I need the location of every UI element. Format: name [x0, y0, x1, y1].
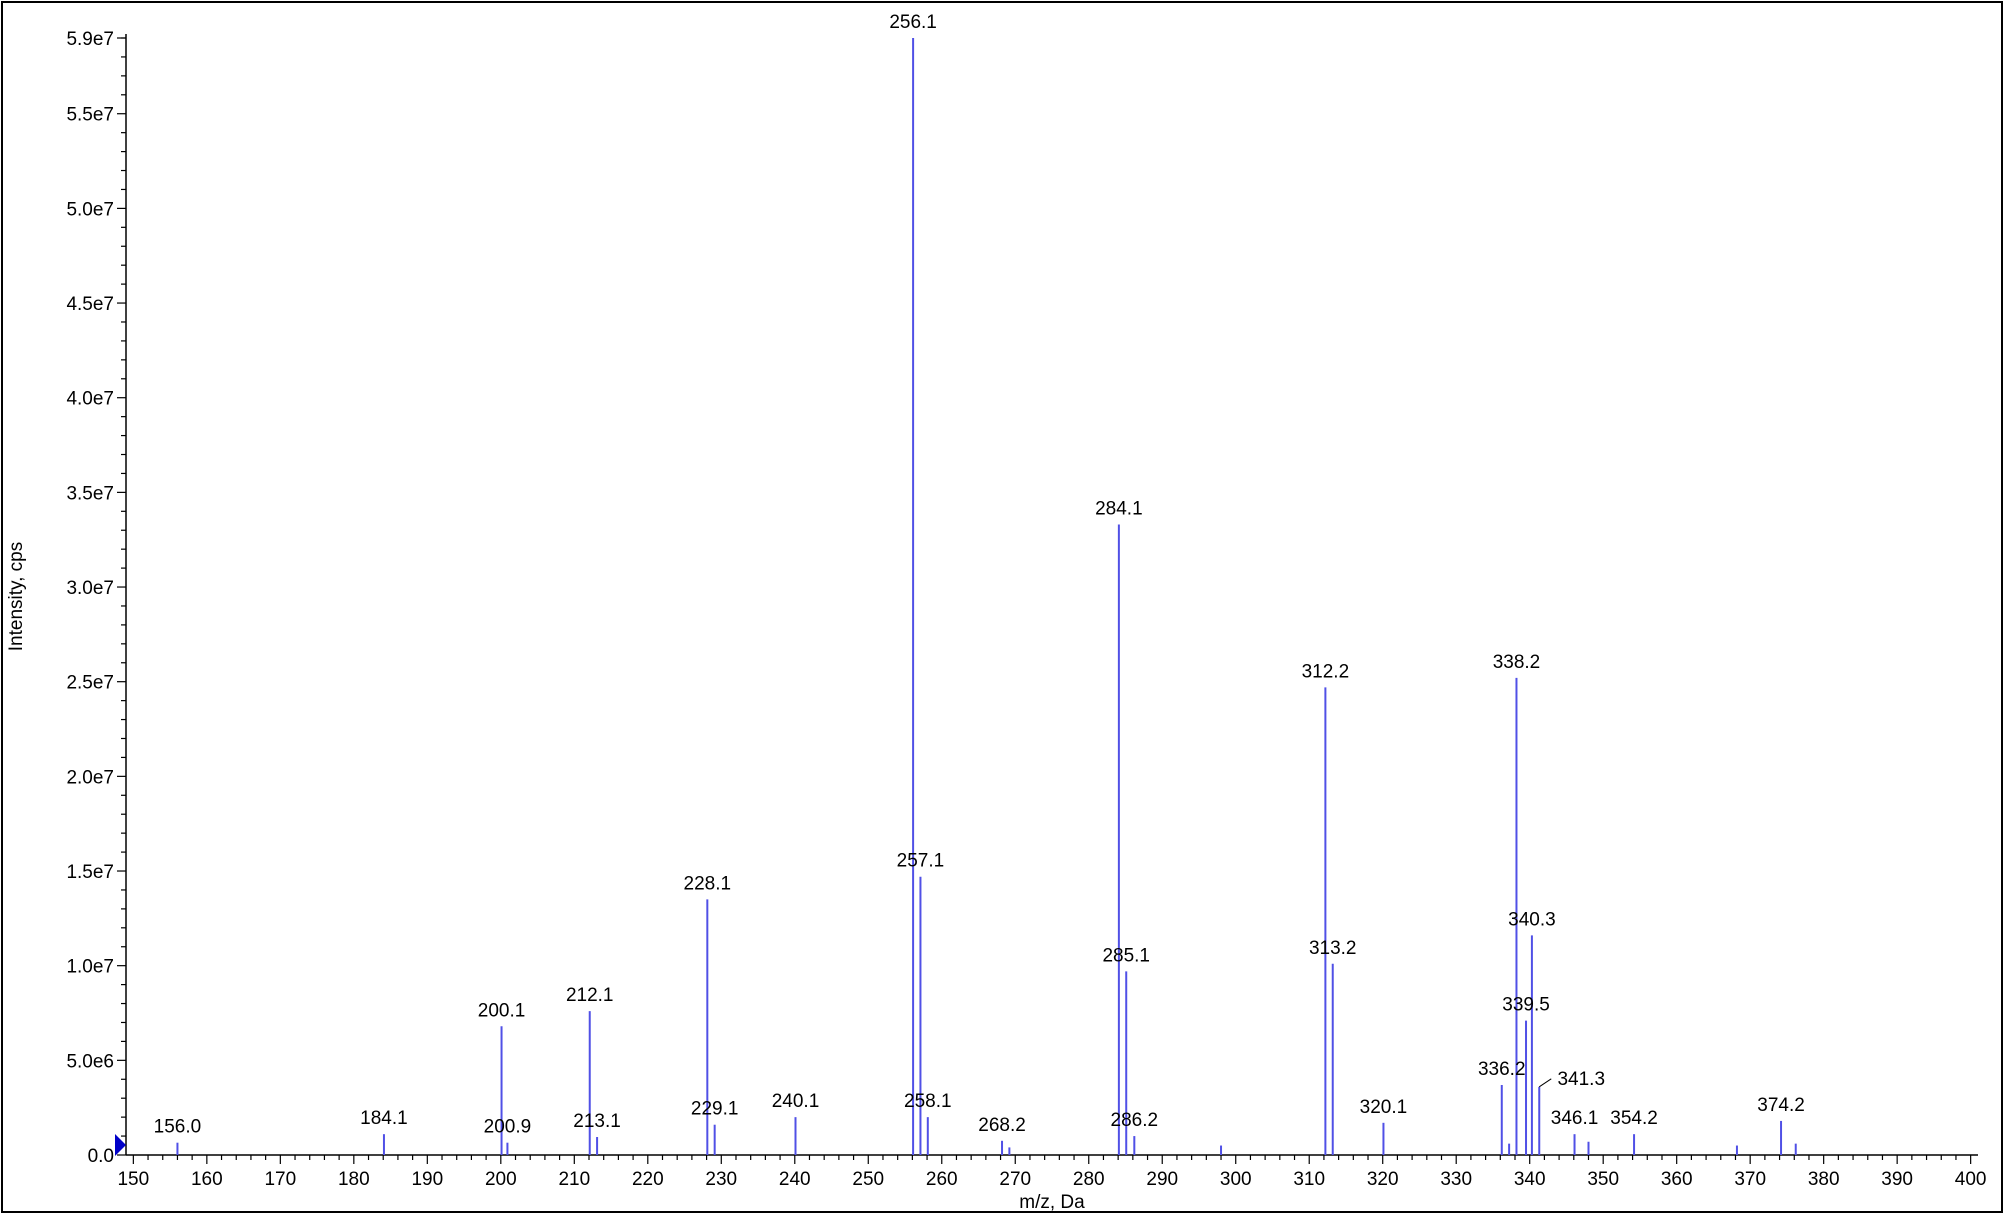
- peak-label: 354.2: [1610, 1108, 1658, 1129]
- y-tick-label: 1.0e7: [66, 957, 114, 978]
- peak-label: 374.2: [1757, 1095, 1805, 1116]
- peak-label: 285.1: [1102, 945, 1150, 966]
- x-tick-label: 320: [1367, 1169, 1399, 1190]
- y-tick-label: 4.0e7: [66, 389, 114, 410]
- x-tick-label: 230: [705, 1169, 737, 1190]
- x-tick-label: 160: [191, 1169, 223, 1190]
- x-tick-label: 310: [1293, 1169, 1325, 1190]
- peak-label-leader: [1538, 1078, 1552, 1088]
- x-tick-label: 280: [1073, 1169, 1105, 1190]
- x-tick-label: 390: [1881, 1169, 1913, 1190]
- peak-label: 200.9: [484, 1117, 532, 1138]
- peaks: [176, 38, 1797, 1155]
- peak-label: 336.2: [1478, 1059, 1526, 1080]
- x-tick-label: 270: [999, 1169, 1031, 1190]
- peak-label: 240.1: [772, 1091, 820, 1112]
- y-tick-label: 4.5e7: [66, 294, 114, 315]
- peak-labels: 156.0 184.1 200.1 200.9 212.1 213.1 228.1 229.1…: [154, 12, 1805, 1138]
- peak-label: 339.5: [1502, 995, 1550, 1016]
- peak-label: 229.1: [691, 1099, 739, 1120]
- y-tick-label: 2.0e7: [66, 767, 114, 788]
- peak-label: 268.2: [978, 1115, 1026, 1136]
- peak-label: 184.1: [360, 1108, 408, 1129]
- x-tick-label: 210: [558, 1169, 590, 1190]
- x-tick-label: 170: [264, 1169, 296, 1190]
- y-tick-label: 3.5e7: [66, 483, 114, 504]
- x-tick-label: 350: [1587, 1169, 1619, 1190]
- peak-label: 286.2: [1111, 1110, 1159, 1131]
- peak-label: 320.1: [1360, 1097, 1408, 1118]
- peak-label: 284.1: [1095, 499, 1143, 520]
- peak-label: 212.1: [566, 985, 614, 1006]
- y-tick-label: 0.0: [88, 1146, 114, 1167]
- peak-label: 156.0: [154, 1117, 202, 1138]
- x-tick-label: 400: [1955, 1169, 1987, 1190]
- x-axis-title: m/z, Da: [1019, 1192, 1085, 1213]
- x-tick-label: 330: [1440, 1169, 1472, 1190]
- x-tick-label: 250: [852, 1169, 884, 1190]
- y-tick-label: 1.5e7: [66, 862, 114, 883]
- peak-label: 346.1: [1551, 1108, 1599, 1129]
- peak-label: 258.1: [904, 1091, 952, 1112]
- peak-label: 228.1: [684, 873, 732, 894]
- x-tick-label: 290: [1146, 1169, 1178, 1190]
- x-tick-label: 360: [1661, 1169, 1693, 1190]
- peak-label: 200.1: [478, 1000, 526, 1021]
- x-tick-label: 190: [411, 1169, 443, 1190]
- x-tick-label: 150: [117, 1169, 149, 1190]
- y-tick-label: 5.5e7: [66, 105, 114, 126]
- peak-label: 338.2: [1493, 652, 1541, 673]
- y-tick-label: 5.0e7: [66, 199, 114, 220]
- x-tick-label: 260: [926, 1169, 958, 1190]
- x-tick-label: 340: [1514, 1169, 1546, 1190]
- x-tick-label: 300: [1220, 1169, 1252, 1190]
- x-tick-label: 380: [1808, 1169, 1840, 1190]
- peak-label: 313.2: [1309, 938, 1357, 959]
- y-tick-label: 5.0e6: [66, 1051, 114, 1072]
- peak-label: 256.1: [889, 12, 937, 33]
- x-tick-label: 240: [779, 1169, 811, 1190]
- x-tick-label: 180: [338, 1169, 370, 1190]
- origin-marker-icon[interactable]: [115, 1134, 126, 1156]
- y-tick-label: 5.9e7: [66, 29, 114, 50]
- y-tick-label: 2.5e7: [66, 673, 114, 694]
- peak-label: 341.3: [1557, 1069, 1605, 1090]
- peak-label: 257.1: [897, 851, 945, 872]
- x-tick-label: 220: [632, 1169, 664, 1190]
- peak-label: 312.2: [1302, 661, 1350, 682]
- x-tick-label: 370: [1734, 1169, 1766, 1190]
- peak-label: 213.1: [573, 1111, 621, 1132]
- y-axis-title: Intensity, cps: [6, 542, 27, 651]
- peak-label: 340.3: [1508, 909, 1556, 930]
- y-tick-label: 3.0e7: [66, 578, 114, 599]
- axes: 150 160 170 180 190 200 210 220 230 240 250 260 270 2…: [66, 29, 1986, 1190]
- x-tick-label: 200: [485, 1169, 517, 1190]
